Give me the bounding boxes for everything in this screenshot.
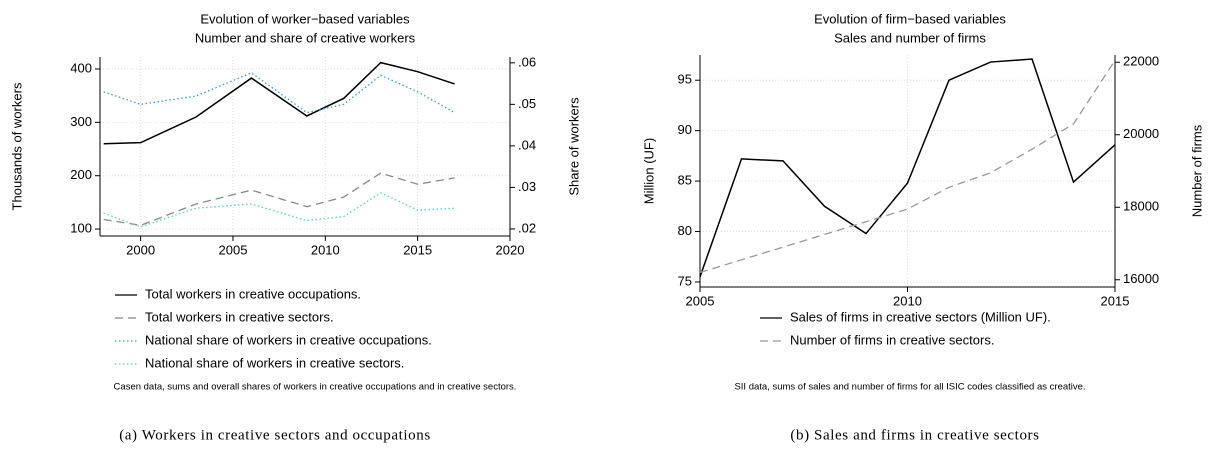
y-axis-label: Million (UF)	[641, 138, 656, 204]
legend-label: National share of workers in creative se…	[145, 355, 404, 370]
y-tick-label: 90	[678, 122, 692, 137]
y-tick-label: 200	[70, 167, 92, 182]
x-tick-label: 2000	[126, 242, 155, 257]
x-tick-label: 2015	[403, 242, 432, 257]
x-tick-label: 2015	[1101, 293, 1130, 308]
series-line	[103, 61, 455, 145]
y-axis-label: Thousands of workers	[9, 82, 24, 210]
x-tick-label: 2010	[893, 293, 922, 308]
legend-label: Sales of firms in creative sectors (Mill…	[790, 309, 1051, 324]
note: SII data, sums of sales and number of fi…	[734, 382, 1085, 393]
series-line	[699, 60, 1116, 274]
y-tick-label: 85	[678, 173, 692, 188]
y2-tick-label: 16000	[1123, 271, 1159, 286]
y-tick-label: 95	[678, 72, 692, 87]
y-tick-label: 75	[678, 273, 692, 288]
y2-tick-label: .04	[518, 137, 536, 152]
y2-tick-label: .03	[518, 179, 536, 194]
legend-label: Number of firms in creative sectors.	[790, 332, 994, 347]
legend-label: Total workers in creative occupations.	[145, 286, 361, 301]
chart-title: Evolution of firm−based variables	[814, 11, 1006, 26]
x-tick-label: 2005	[686, 293, 715, 308]
y2-axis-label: Number of firms	[1189, 124, 1204, 217]
y-tick-label: 400	[70, 60, 92, 75]
y-tick-label: 100	[70, 221, 92, 236]
x-tick-label: 2005	[219, 242, 248, 257]
y2-tick-label: .05	[518, 96, 536, 111]
legend-label: National share of workers in creative oc…	[145, 332, 432, 347]
x-tick-label: 2020	[496, 242, 525, 257]
y2-axis-label: Share of workers	[566, 97, 581, 196]
caption: (a) Workers in creative sectors and occu…	[119, 427, 431, 443]
series-line	[699, 58, 1116, 278]
y2-tick-label: .06	[518, 54, 536, 69]
note: Casen data, sums and overall shares of w…	[114, 382, 517, 393]
y2-tick-label: 22000	[1123, 54, 1159, 69]
chart-subtitle: Number and share of creative workers	[195, 30, 416, 45]
legend-label: Total workers in creative sectors.	[145, 309, 334, 324]
y2-tick-label: .02	[518, 220, 536, 235]
chart-subtitle: Sales and number of firms	[834, 30, 986, 45]
y-tick-label: 300	[70, 114, 92, 129]
y2-tick-label: 18000	[1123, 199, 1159, 214]
chart-title: Evolution of worker−based variables	[200, 11, 410, 26]
y-tick-label: 80	[678, 223, 692, 238]
x-tick-label: 2010	[311, 242, 340, 257]
series-line	[103, 72, 455, 114]
y2-tick-label: 20000	[1123, 126, 1159, 141]
series-line	[103, 172, 455, 226]
caption: (b) Sales and firms in creative sectors	[790, 427, 1039, 443]
